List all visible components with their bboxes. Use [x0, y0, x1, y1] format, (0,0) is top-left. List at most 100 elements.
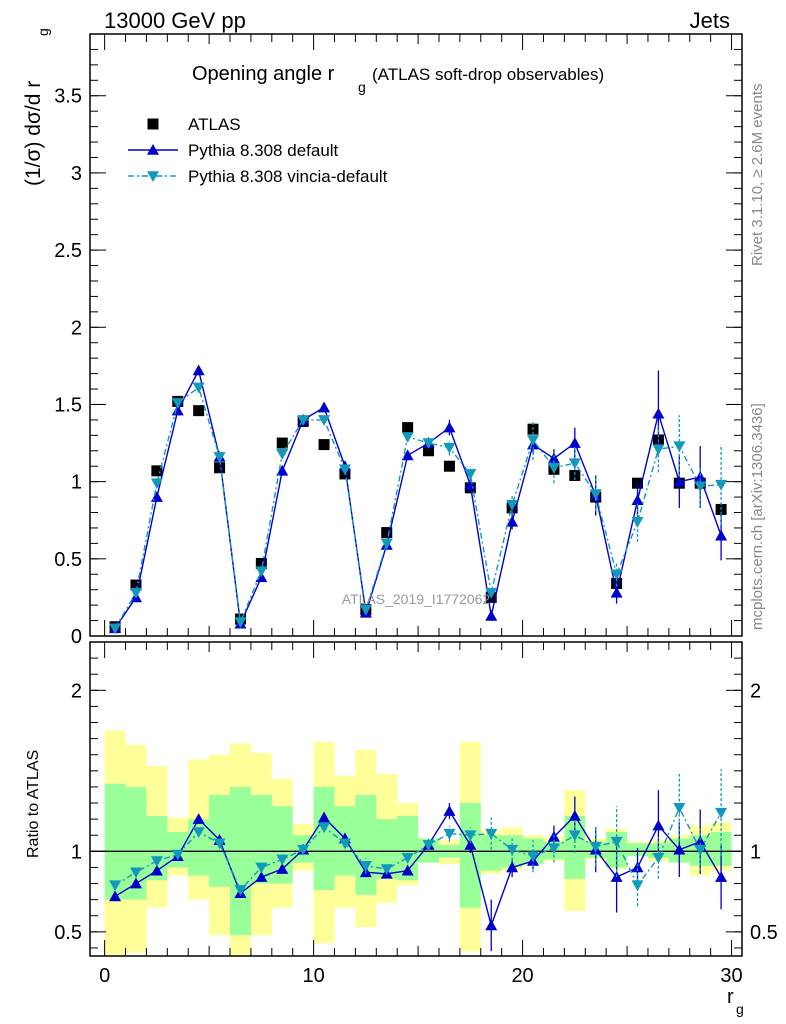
data-point [213, 452, 226, 463]
data-point [506, 861, 519, 873]
ratio-frame [89, 641, 743, 957]
legend-label: ATLAS [188, 115, 241, 134]
main-y-axis-title-subscript: g [35, 28, 51, 36]
legend: ATLAS Pythia 8.308 default Pythia 8.308 vi… [128, 115, 388, 186]
main-y-tick-label: 0.5 [54, 549, 82, 571]
legend-marker [147, 144, 159, 155]
data-point [506, 499, 519, 511]
data-point [380, 864, 393, 876]
data-point [318, 415, 331, 426]
data-point [276, 437, 288, 449]
main-frame [89, 33, 743, 637]
data-point [527, 435, 540, 446]
data-point [359, 604, 372, 616]
data-point [129, 587, 142, 599]
x-tick-label: 20 [511, 965, 533, 987]
data-point [255, 862, 268, 874]
data-point [485, 587, 498, 599]
data-point [715, 807, 728, 819]
data-point [109, 623, 122, 635]
series-pythia-8-308-vincia-default [109, 382, 728, 635]
data-point [652, 852, 665, 864]
rivet-info: Rivet 3.1.10, ≥ 2.6M events [749, 84, 766, 267]
data-point [589, 841, 602, 853]
data-point [359, 861, 372, 872]
legend-marker [147, 171, 159, 182]
data-point [192, 382, 205, 394]
ratio-series-pythia-8-308-vincia-default [109, 769, 728, 907]
data-point [673, 803, 686, 814]
data-point [464, 469, 477, 480]
data-point [401, 864, 414, 876]
data-point [610, 569, 623, 581]
plot-title-subscript: g [358, 79, 366, 95]
data-point [464, 838, 477, 850]
main-y-tick-label: 2.5 [54, 240, 82, 262]
ratio-y-tick-label-right: 2 [750, 680, 761, 702]
data-point [652, 407, 665, 419]
data-point [129, 867, 142, 879]
data-point [715, 871, 728, 882]
x-tick-label: 30 [720, 965, 742, 987]
data-point [297, 844, 310, 856]
data-point [109, 880, 122, 892]
uncertainty-band-inner [188, 819, 210, 876]
data-point [130, 579, 142, 591]
data-point [255, 566, 268, 578]
data-point [150, 864, 163, 876]
plot-title-suffix: (ATLAS soft-drop observables) [372, 65, 604, 84]
data-point [401, 449, 414, 461]
data-point [715, 529, 728, 541]
data-point [652, 819, 665, 831]
main-y-tick-label: 3 [71, 163, 82, 185]
series-line [114, 368, 722, 629]
data-point [276, 854, 289, 866]
data-point [129, 877, 142, 889]
ratio-panel: 0.5 0.51 12 20 10 20 30 [54, 641, 778, 987]
ratio-y-tick-label: 2 [71, 680, 82, 702]
data-point [192, 813, 205, 824]
ratio-series-pythia-8-308-default [109, 790, 728, 952]
data-point [150, 478, 163, 490]
uncertainty-band-inner [376, 819, 398, 879]
data-point [631, 861, 644, 873]
data-point [171, 398, 184, 409]
plot-title: Opening angle r [192, 63, 335, 85]
data-point [443, 460, 455, 472]
data-point [338, 838, 351, 850]
header-process: 13000 GeV pp [104, 8, 246, 33]
data-point [109, 890, 122, 902]
data-point [150, 856, 163, 867]
main-y-tick-label: 1 [71, 472, 82, 494]
data-point [694, 835, 707, 847]
uncertainty-band-inner [125, 786, 147, 900]
data-point [401, 852, 414, 864]
legend-marker [147, 118, 159, 130]
data-point [381, 527, 393, 539]
uncertainty-band-inner [250, 794, 272, 884]
data-point [673, 441, 686, 453]
uncertainty-band-inner [313, 786, 335, 890]
data-point [401, 432, 414, 443]
main-y-tick-label: 1.5 [54, 394, 82, 416]
data-point [193, 405, 205, 417]
main-panel: 0 0.5 1 1.5 2 2.5 3 3.5 [54, 33, 743, 648]
data-point [255, 557, 267, 569]
data-point [255, 871, 268, 882]
data-point [276, 863, 289, 874]
data-point [568, 437, 581, 448]
data-point [506, 844, 519, 856]
data-point [527, 851, 540, 863]
mcplots-info: mcplots.cern.ch [arXiv:1306.3436] [749, 403, 766, 630]
x-tick-label: 10 [302, 965, 324, 987]
ratio-y-tick-label: 1 [71, 841, 82, 863]
uncertainty-band-inner [167, 832, 189, 868]
data-point [631, 494, 644, 505]
data-point [443, 805, 456, 816]
series-line [114, 386, 722, 629]
analysis-watermark: ATLAS_2019_I1772062 [342, 591, 491, 607]
ratio-y-tick-label-right: 0.5 [750, 922, 778, 944]
data-point [610, 836, 623, 848]
data-point [276, 464, 289, 476]
